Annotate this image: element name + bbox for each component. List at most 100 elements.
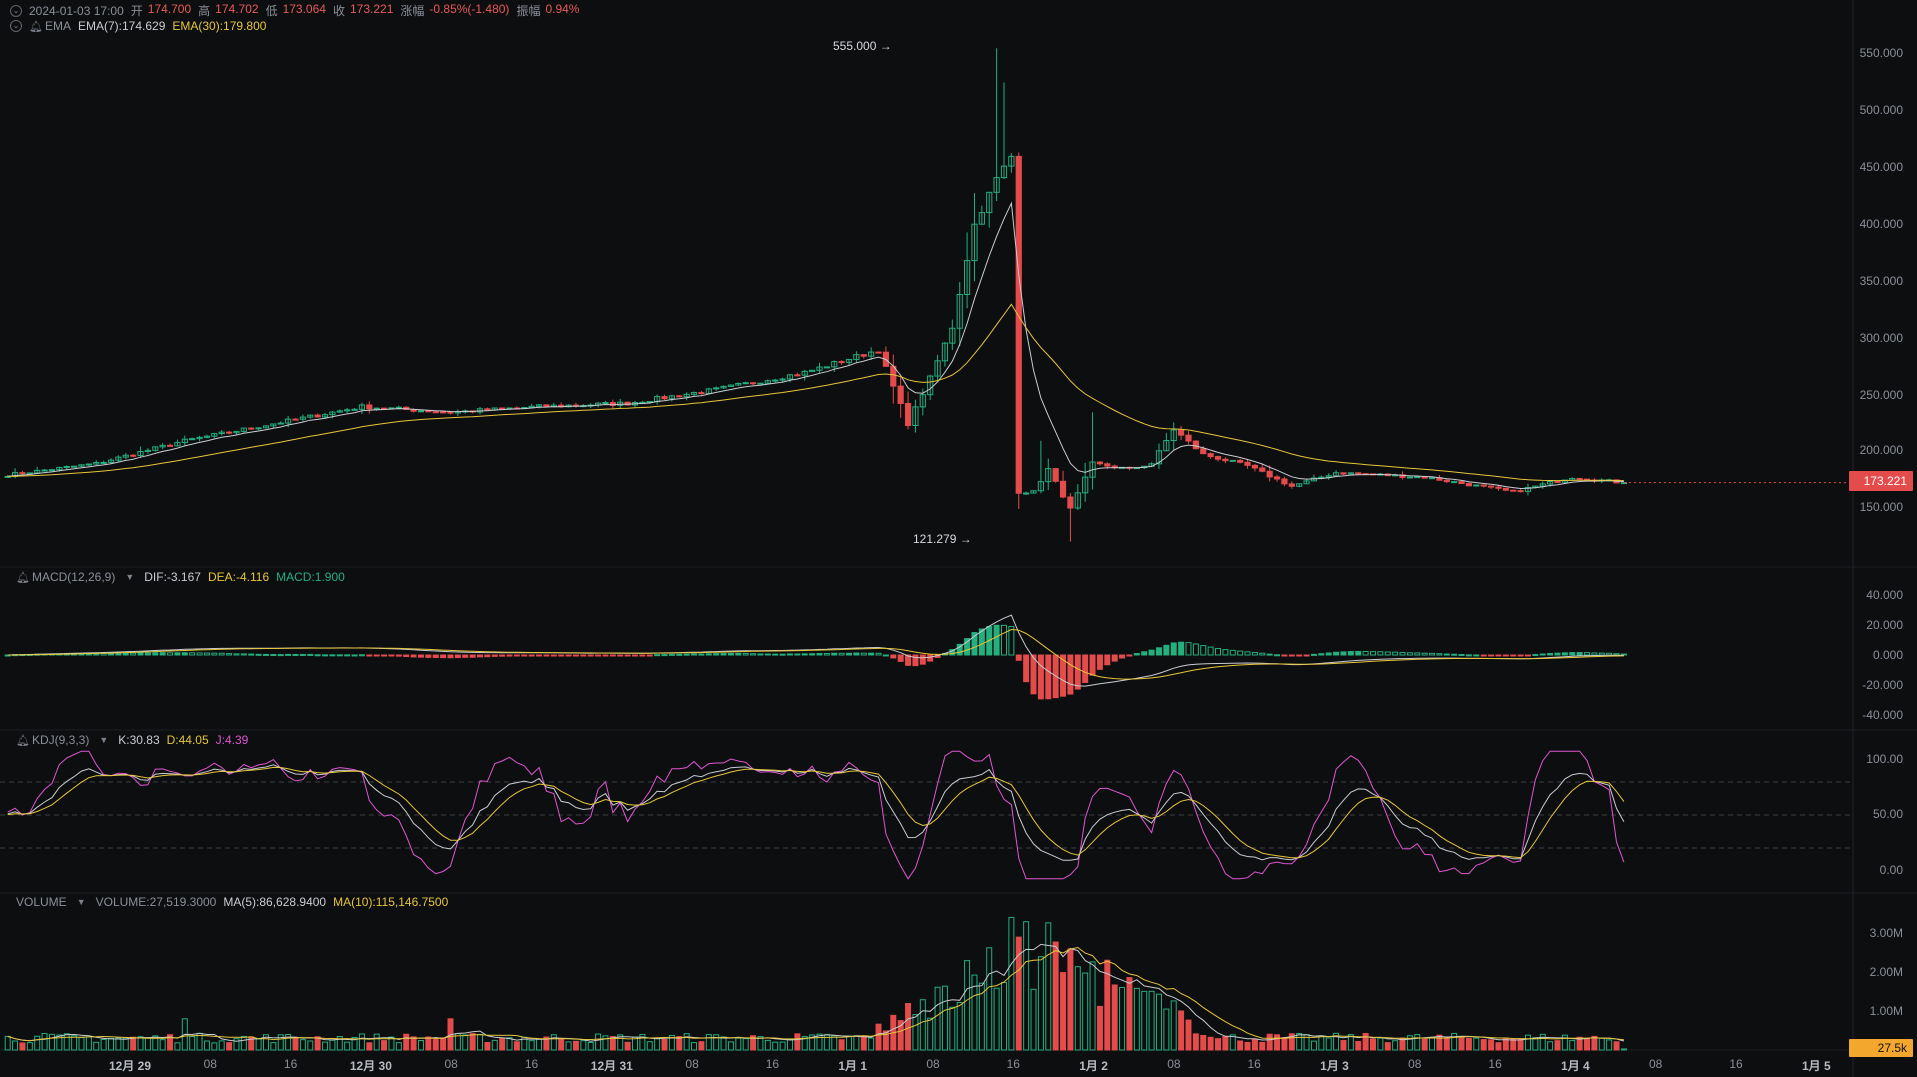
volume-bar (26, 1042, 33, 1051)
candle-body (122, 454, 129, 458)
volume-bar (1606, 1039, 1613, 1051)
candle-body (1325, 475, 1332, 478)
macd-histogram-bar (1488, 654, 1495, 657)
macd-histogram-bar (1155, 647, 1162, 656)
volume-bar (240, 1035, 247, 1051)
kdj-legend: 🔔︎ KDJ(9,3,3) ▼ K:30.83 D:44.05 J:4.39 (16, 733, 248, 747)
volume-bar (727, 1041, 734, 1051)
amplitude-value: 0.94% (545, 2, 580, 16)
candle-body (1502, 487, 1509, 491)
candle-body (845, 358, 853, 363)
candle-body (890, 365, 897, 387)
volume-axis-label: 2.00M (1869, 965, 1903, 979)
volume-bar (1532, 1037, 1539, 1051)
macd-histogram-bar (750, 653, 757, 656)
ohlc-time: 2024-01-03 17:00 (29, 3, 124, 18)
macd-histogram-bar (1229, 649, 1236, 656)
macd-histogram-bar (1443, 653, 1450, 656)
candle-body (285, 418, 292, 424)
volume-bar (1347, 1034, 1354, 1051)
macd-axis-label: 20.000 (1866, 618, 1903, 632)
time-axis-label: 16 (1729, 1057, 1743, 1071)
volume-ma10: MA(10):115,146.7500 (333, 895, 449, 909)
open-value: 174.700 (147, 2, 192, 16)
caret-down-icon[interactable]: ▼ (99, 735, 109, 745)
macd-histogram-bar (181, 652, 188, 656)
volume-bar (462, 1034, 469, 1051)
volume-bar (831, 1035, 838, 1051)
macd-histogram-bar (1008, 625, 1015, 656)
macd-histogram-bar (1480, 654, 1487, 657)
candle-body (277, 422, 284, 425)
macd-histogram-bar (358, 654, 365, 657)
collapse-chevron-icon[interactable]: ⌄ (10, 20, 22, 32)
candle-body (853, 354, 860, 360)
volume-bar (1465, 1038, 1472, 1051)
bell-icon[interactable]: 🔔︎ (16, 571, 30, 584)
macd-histogram-bar (1576, 652, 1583, 656)
macd-histogram-bar (1532, 654, 1539, 657)
volume-bar (499, 1037, 506, 1051)
macd-histogram-bar (654, 654, 661, 657)
candle-body (1428, 477, 1436, 480)
candle-body (1082, 476, 1089, 494)
bell-icon[interactable]: 🔔︎ (16, 734, 30, 747)
volume-bar (1251, 1038, 1258, 1051)
macd-histogram-bar (351, 654, 358, 657)
dea-value: DEA:-4.116 (207, 570, 270, 584)
volume-bar (897, 1020, 904, 1051)
volume-bar (1620, 1048, 1627, 1051)
volume-bar (344, 1041, 351, 1051)
price-pane (4, 48, 1853, 542)
collapse-chevron-icon[interactable]: ⌄ (10, 4, 22, 17)
candle-body (676, 395, 683, 398)
candle-body (1259, 467, 1266, 472)
macd-histogram-bar (1001, 624, 1007, 656)
low-price-annotation: 121.279 → (913, 532, 972, 546)
caret-down-icon[interactable]: ▼ (125, 572, 135, 582)
candle-body (1067, 496, 1074, 509)
candle-body (1547, 481, 1554, 485)
macd-axis-label: -40.000 (1862, 708, 1903, 722)
volume-bar (1377, 1037, 1384, 1051)
macd-histogram-bar (484, 654, 491, 658)
macd-histogram-bar (831, 652, 838, 656)
volume-bar (882, 1030, 889, 1051)
candle-body (1554, 481, 1561, 484)
volume-bar (1340, 1040, 1347, 1051)
volume-bar (846, 1035, 853, 1051)
d-value: D:44.05 (166, 733, 209, 747)
volume-bar (1266, 1033, 1273, 1051)
volume-bar (1569, 1039, 1576, 1051)
caret-down-icon[interactable]: ▼ (76, 897, 86, 907)
volume-bar (1178, 1010, 1185, 1051)
macd-histogram-bar (691, 653, 698, 656)
volume-bar (912, 1014, 919, 1051)
j-value: J:4.39 (215, 733, 249, 747)
macd-histogram-bar (1133, 653, 1140, 656)
current-price-tag: 173.221 (1849, 471, 1913, 491)
volume-axis-label: 3.00M (1869, 926, 1903, 940)
candle-body (1495, 486, 1502, 489)
macd-histogram-bar (491, 654, 498, 657)
candle-body (1281, 478, 1288, 485)
bell-icon[interactable]: 🔔︎ (29, 20, 43, 33)
macd-histogram-bar (1207, 646, 1214, 656)
volume-bar (122, 1037, 129, 1051)
volume-bar (1170, 1000, 1177, 1051)
ema-name: EMA (44, 19, 71, 33)
candle-body (1074, 492, 1081, 509)
candle-body (137, 450, 144, 457)
macd-histogram-bar (794, 653, 801, 656)
kdj-name: KDJ(9,3,3) (31, 733, 90, 747)
candle-body (1539, 483, 1546, 487)
volume-name: VOLUME (16, 895, 67, 909)
macd-histogram-bar (1598, 652, 1605, 656)
price-axis-label: 200.000 (1859, 443, 1903, 457)
macd-histogram-bar (757, 653, 764, 656)
volume-bar (1096, 1005, 1103, 1051)
candle-body (1155, 450, 1163, 465)
macd-histogram-bar (1104, 654, 1111, 666)
volume-legend: VOLUME ▼ VOLUME:27,519.3000 MA(5):86,628… (16, 895, 448, 909)
